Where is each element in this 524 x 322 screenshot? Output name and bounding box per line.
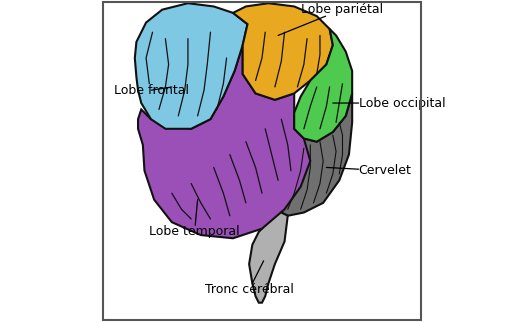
Polygon shape — [233, 3, 333, 100]
Text: Lobe occipital: Lobe occipital — [333, 97, 445, 109]
Text: Lobe pariétal: Lobe pariétal — [278, 3, 383, 35]
Polygon shape — [135, 3, 247, 129]
Text: Lobe frontal: Lobe frontal — [114, 84, 189, 97]
Polygon shape — [249, 209, 288, 303]
Polygon shape — [268, 93, 352, 216]
Polygon shape — [138, 45, 310, 238]
Polygon shape — [294, 29, 352, 142]
Text: Tronc cérébral: Tronc cérébral — [205, 261, 293, 296]
Text: Cervelet: Cervelet — [326, 164, 411, 177]
Text: Lobe temporal: Lobe temporal — [149, 200, 240, 238]
